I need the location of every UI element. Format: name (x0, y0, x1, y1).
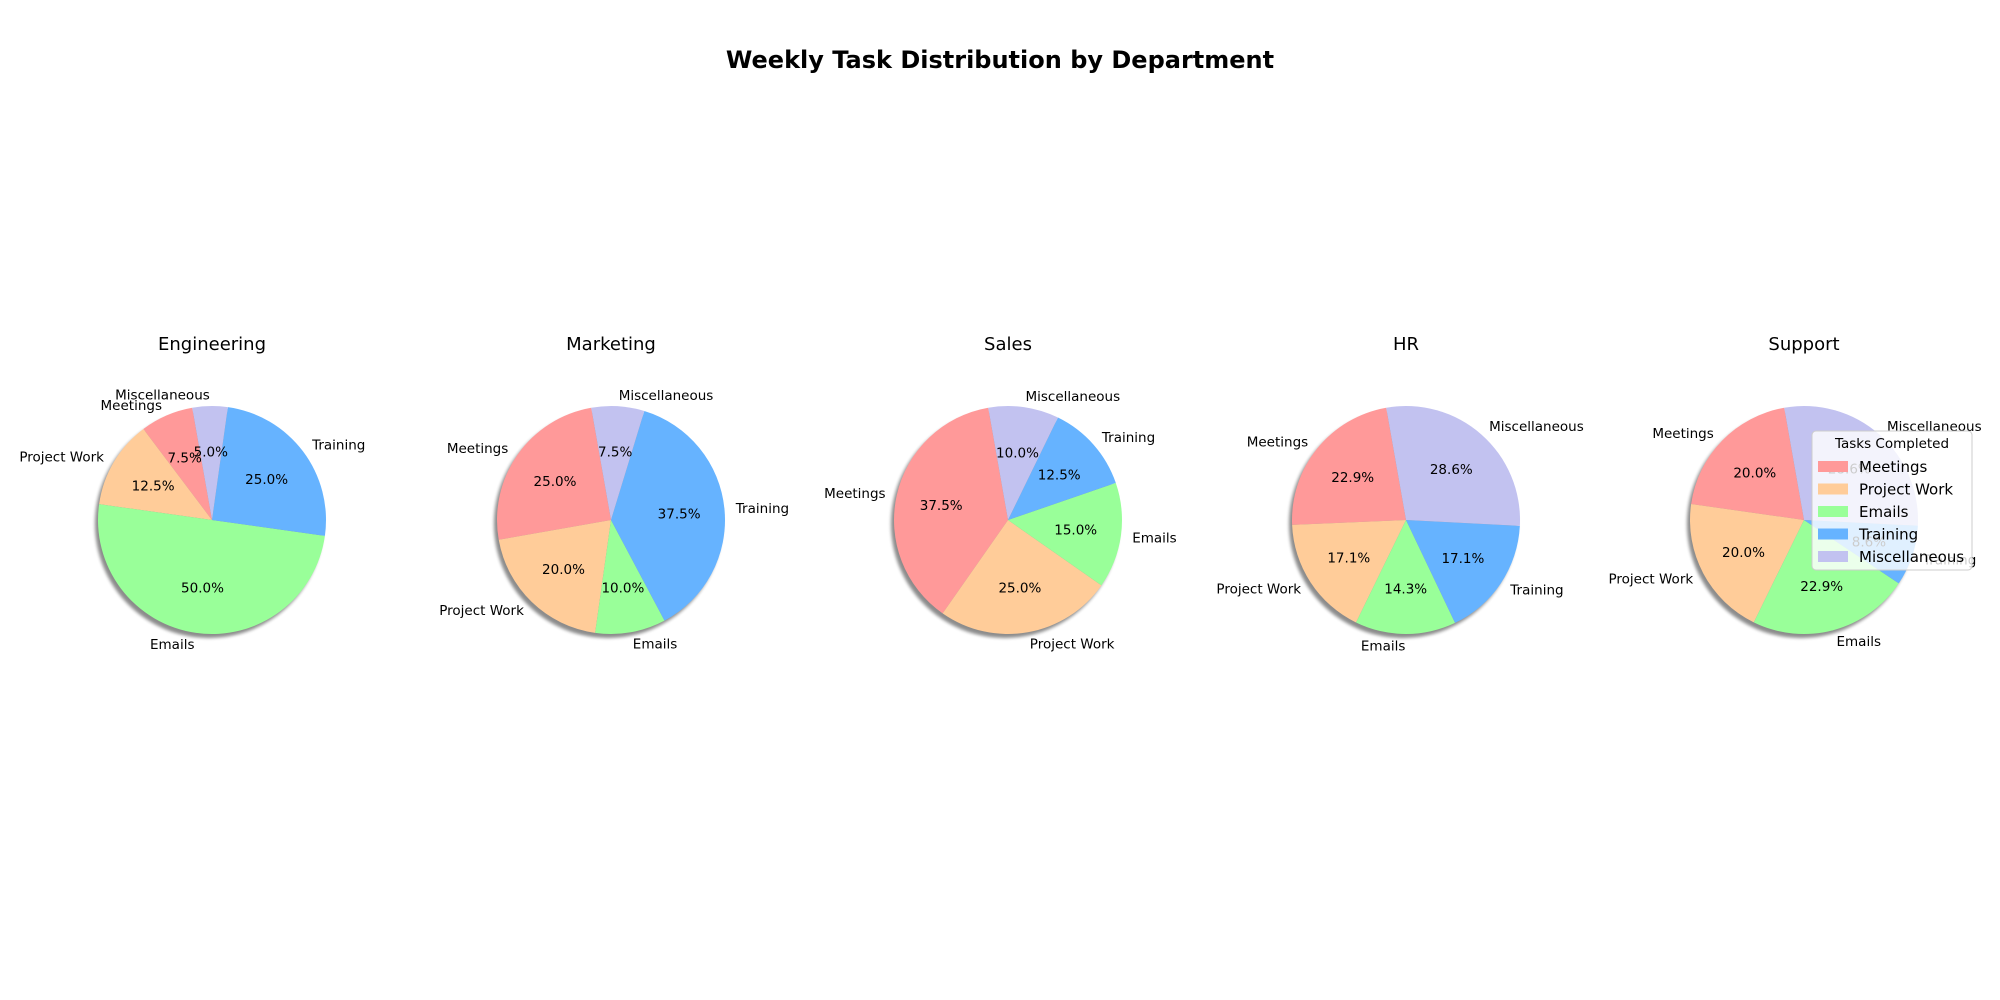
pct-label-meetings: 7.5% (168, 450, 202, 466)
legend-swatch-training (1818, 528, 1848, 540)
slice-project-work (498, 520, 611, 633)
slice-training (1406, 520, 1520, 623)
pct-label-project-work: 17.1% (1327, 551, 1370, 567)
slice-label-miscellaneous: Miscellaneous (1026, 389, 1121, 405)
slice-label-meetings: Meetings (824, 486, 885, 502)
slice-training (212, 407, 327, 536)
legend: Tasks Completed Meetings Project Work Email… (1811, 430, 1973, 571)
slice-project-work (942, 520, 1102, 634)
pct-label-training: 12.5% (1038, 468, 1081, 484)
pct-label-training: 37.5% (658, 506, 701, 522)
pie-sales: Sales Meetings 37.5% Project Work 25.0% Email… (824, 334, 1177, 653)
pie-title: Marketing (566, 334, 656, 355)
pct-label-project-work: 12.5% (132, 478, 175, 494)
pie-engineering: Engineering Meetings 7.5% Project Work 12.5%… (19, 334, 365, 653)
slice-label-meetings: Meetings (101, 398, 162, 414)
slice-label-training: Training (1101, 430, 1155, 446)
slice-label-project-work: Project Work (1216, 582, 1301, 598)
slice-label-emails: Emails (1361, 638, 1406, 654)
slice-meetings (893, 407, 1008, 614)
slice-miscellaneous (591, 405, 645, 520)
slice-label-project-work: Project Work (439, 603, 524, 619)
pie-title: HR (1393, 334, 1419, 355)
slice-label-emails: Emails (1132, 531, 1177, 547)
legend-entry-project-work: Project Work (1859, 481, 1953, 499)
slice-training (1008, 417, 1116, 520)
slice-label-miscellaneous: Miscellaneous (1489, 419, 1584, 435)
slice-miscellaneous (192, 405, 228, 520)
pct-label-emails: 10.0% (601, 580, 644, 596)
legend-entry-emails: Emails (1859, 503, 1909, 521)
pct-label-meetings: 25.0% (534, 474, 577, 490)
slice-meetings (496, 407, 611, 540)
slice-project-work (1292, 520, 1406, 623)
pct-label-miscellaneous: 5.0% (194, 445, 228, 461)
legend-swatch-project-work (1818, 483, 1848, 495)
slice-label-meetings: Meetings (1652, 426, 1713, 442)
pct-label-project-work: 20.0% (542, 562, 585, 578)
figure-title: Weekly Task Distribution by Department (726, 46, 1274, 74)
slice-emails (1356, 520, 1456, 634)
pct-label-miscellaneous: 10.0% (996, 445, 1039, 461)
slice-label-meetings: Meetings (1247, 435, 1308, 451)
pct-label-emails: 22.9% (1800, 579, 1843, 595)
pct-label-meetings: 22.9% (1331, 470, 1374, 486)
slice-label-training: Training (1509, 583, 1563, 599)
slice-emails (97, 504, 325, 635)
legend-swatch-miscellaneous (1818, 551, 1848, 562)
pie-title: Engineering (158, 334, 266, 355)
legend-entry-meetings: Meetings (1859, 458, 1927, 476)
slice-label-miscellaneous: Miscellaneous (619, 388, 714, 404)
pct-label-project-work: 25.0% (998, 580, 1041, 596)
slice-miscellaneous (1386, 405, 1521, 526)
slice-label-project-work: Project Work (19, 449, 104, 465)
pct-label-miscellaneous: 28.6% (1430, 462, 1473, 478)
slice-training (611, 410, 726, 621)
slice-label-emails: Emails (150, 637, 195, 653)
slice-label-emails: Emails (633, 637, 678, 653)
pct-label-meetings: 37.5% (920, 498, 963, 514)
pct-label-project-work: 20.0% (1722, 545, 1765, 561)
slice-label-training: Training (311, 438, 365, 454)
slice-project-work (99, 428, 212, 520)
pct-label-emails: 50.0% (181, 581, 224, 597)
pie-hr: HR Meetings 22.9% Project Work 17.1% Emails 14… (1216, 334, 1583, 654)
slice-meetings (143, 407, 212, 520)
slice-label-training: Training (735, 501, 789, 517)
pies-layer: Engineering Meetings 7.5% Project Work 12.5%… (19, 334, 1981, 654)
slice-label-project-work: Project Work (1030, 637, 1115, 653)
pct-label-training: 17.1% (1441, 551, 1484, 567)
legend-swatch-meetings (1818, 461, 1848, 472)
slice-meetings (1291, 407, 1406, 525)
pct-label-emails: 15.0% (1054, 523, 1097, 539)
legend-title: Tasks Completed (1834, 436, 1949, 452)
pie-title: Support (1768, 334, 1839, 355)
pie-title: Sales (984, 334, 1032, 355)
pct-label-miscellaneous: 7.5% (598, 445, 632, 461)
slice-emails (1753, 520, 1899, 635)
pct-label-emails: 14.3% (1384, 581, 1427, 597)
slice-meetings (1691, 407, 1804, 520)
legend-swatch-emails (1818, 506, 1848, 517)
slice-label-project-work: Project Work (1609, 572, 1694, 588)
slice-miscellaneous (988, 405, 1058, 520)
pie-marketing: Marketing Meetings 25.0% Project Work 20.0% E… (439, 334, 789, 653)
legend-frame (1811, 430, 1973, 571)
slice-label-meetings: Meetings (447, 441, 508, 457)
legend-entry-training: Training (1858, 526, 1918, 544)
pct-label-meetings: 20.0% (1733, 466, 1776, 482)
slice-emails (595, 520, 665, 635)
slice-label-emails: Emails (1837, 634, 1882, 650)
slice-label-miscellaneous: Miscellaneous (115, 388, 210, 404)
slice-emails (1008, 482, 1122, 586)
legend-entry-miscellaneous: Miscellaneous (1859, 548, 1964, 566)
slice-project-work (1689, 503, 1804, 623)
pct-label-training: 25.0% (245, 472, 288, 488)
